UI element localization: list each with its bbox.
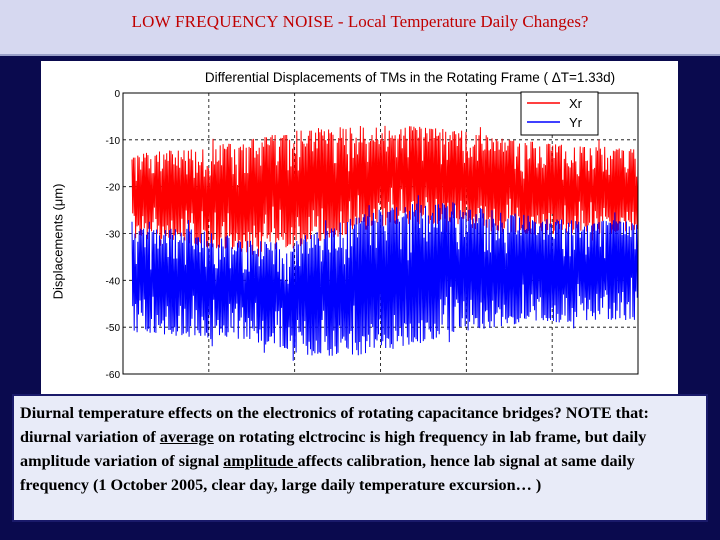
- caption-box: Diurnal temperature effects on the elect…: [12, 394, 708, 522]
- y-tick-label: 0: [114, 89, 120, 100]
- y-tick-label: -60: [106, 370, 121, 381]
- chart-legend: Xr Yr: [520, 91, 599, 136]
- series-trace-yr: [131, 195, 639, 361]
- slide-title-separator: -: [333, 12, 348, 31]
- slide-title-rest: Local Temperature Daily Changes?: [347, 12, 589, 31]
- displacement-chart: Differential Displacements of TMs in the…: [50, 70, 639, 381]
- y-tick-label: -20: [106, 183, 121, 194]
- legend-label-yr: Yr: [569, 115, 583, 130]
- caption-underlined-amplitude: amplitude: [223, 452, 298, 470]
- slide-title: LOW FREQUENCY NOISE - Local Temperature …: [132, 12, 589, 32]
- chart-title: Differential Displacements of TMs in the…: [205, 70, 615, 85]
- caption-part-3: affects calibration, hence lab signal at…: [20, 452, 635, 494]
- slide-title-bar: LOW FREQUENCY NOISE - Local Temperature …: [0, 0, 720, 56]
- y-tick-label: -50: [106, 323, 121, 334]
- y-tick-labels: 0 -10 -20 -30 -40 -50 -60: [106, 89, 121, 381]
- y-tick-label: -10: [106, 136, 121, 147]
- caption-part-1: Diurnal temperature effects on the elect…: [20, 404, 649, 446]
- slide-title-prefix: LOW FREQUENCY NOISE: [131, 12, 334, 31]
- y-axis-label: Displacements (μm): [50, 184, 65, 300]
- legend-box: [520, 91, 599, 136]
- series-trace-xr: [131, 125, 639, 257]
- caption-text: Diurnal temperature effects on the elect…: [20, 401, 700, 497]
- legend-label-xr: Xr: [569, 96, 583, 111]
- chart-figure: Differential Displacements of TMs in the…: [41, 61, 678, 406]
- caption-underlined-average: average: [159, 428, 214, 446]
- y-tick-label: -40: [106, 276, 121, 287]
- caption-part-2: on rotating elctrocinc is high frequency…: [20, 428, 647, 470]
- y-tick-label: -30: [106, 230, 121, 241]
- signal-traces: [131, 125, 639, 361]
- plot-area-frame: [122, 92, 639, 375]
